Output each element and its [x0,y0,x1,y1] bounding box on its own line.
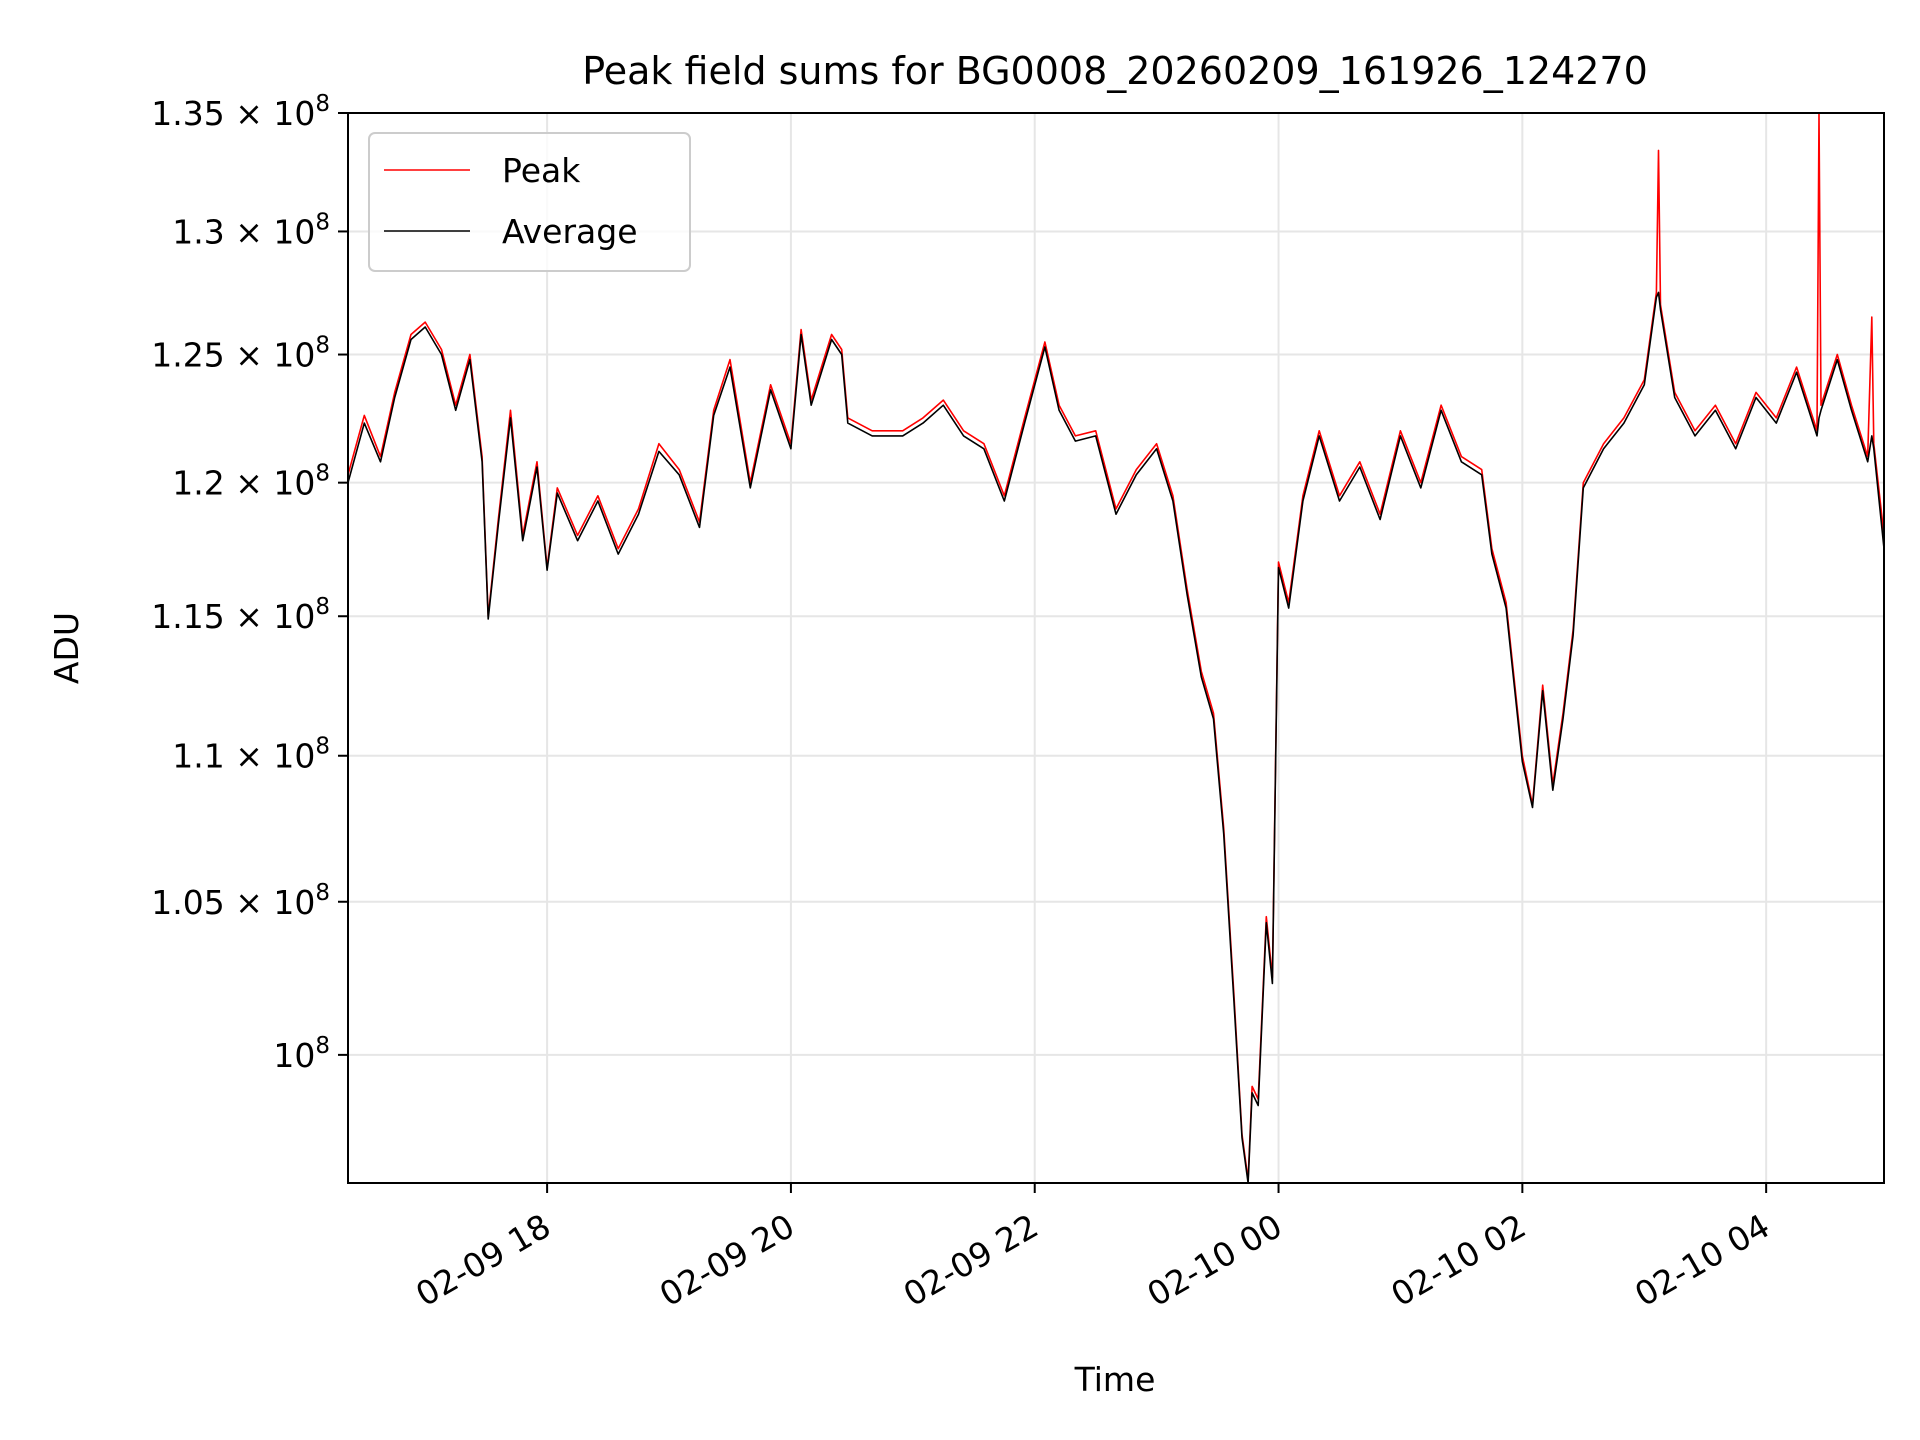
legend-label-average: Average [502,212,638,251]
plot-series [348,113,1884,1183]
chart-title: Peak field sums for BG0008_20260209_1619… [582,49,1648,93]
y-tick-label: 1.15 × 108 [151,594,330,636]
plot-frame [347,112,1885,1184]
legend-box [368,132,691,272]
y-tick-label: 1.3 × 108 [172,209,330,251]
y-axis-ticks: 108 1.05 × 108 1.1 × 108 1.15 × 108 1.2 × 10… [151,91,348,1075]
y-tick-label: 1.35 × 108 [151,91,330,133]
y-tick-label: 1.25 × 108 [151,333,330,375]
legend: Peak Average [368,132,691,272]
series-line-peak [348,113,1884,1181]
series-line-average [348,291,1884,1183]
y-tick-label: 1.05 × 108 [151,880,330,922]
y-tick-label: 1.1 × 108 [172,734,330,776]
grid-lines [348,113,1884,1183]
y-axis-label: ADU [47,612,86,684]
y-tick-label: 1.2 × 108 [172,461,330,503]
legend-label-peak: Peak [502,151,581,190]
y-tick-label: 108 [273,1033,330,1075]
x-axis-label: Time [1074,1360,1156,1399]
